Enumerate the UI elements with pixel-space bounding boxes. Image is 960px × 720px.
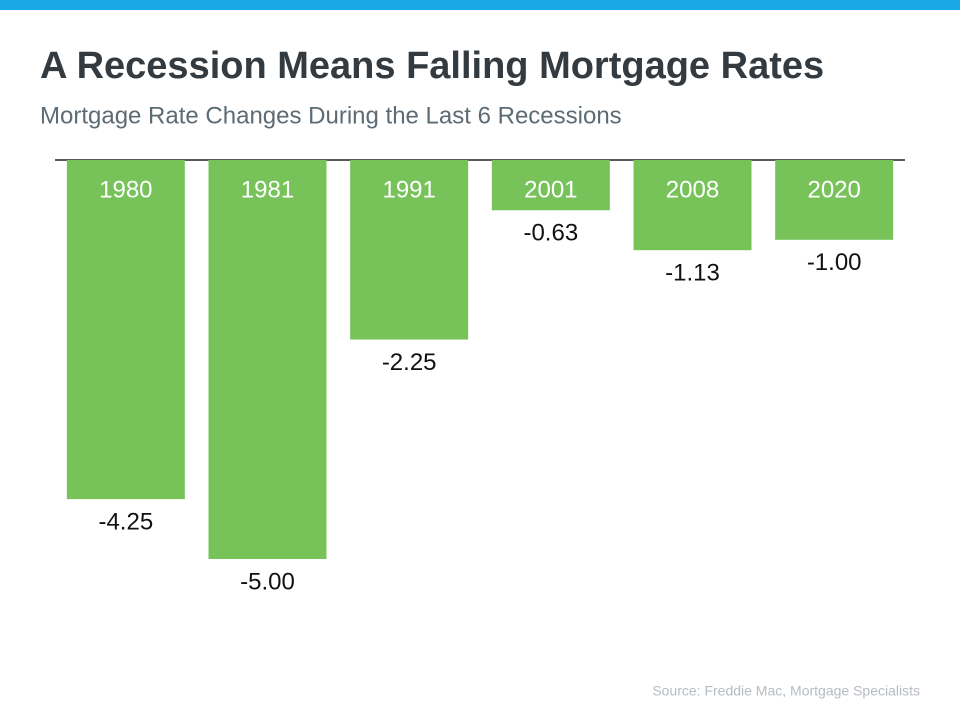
bar xyxy=(633,160,752,251)
category-label: 1981 xyxy=(241,176,294,203)
source-note: Source: Freddie Mac, Mortgage Specialist… xyxy=(652,683,920,699)
category-label: 2001 xyxy=(524,176,577,203)
value-label: -0.63 xyxy=(523,220,578,247)
category-label: 1991 xyxy=(382,176,435,203)
category-label: 1980 xyxy=(99,176,152,203)
chart-title: A Recession Means Falling Mortgage Rates xyxy=(40,45,824,87)
value-label: -5.00 xyxy=(240,568,295,595)
value-label: -2.25 xyxy=(382,349,437,376)
category-label: 2008 xyxy=(666,176,719,203)
top-band xyxy=(0,0,960,10)
bar xyxy=(66,160,185,500)
bar xyxy=(775,160,894,240)
bar xyxy=(491,160,610,211)
value-label: -1.00 xyxy=(807,249,862,276)
bar xyxy=(208,160,327,559)
value-label: -4.25 xyxy=(98,508,153,535)
value-label: -1.13 xyxy=(665,260,720,287)
category-label: 2020 xyxy=(807,176,860,203)
bar xyxy=(350,160,469,340)
chart-subtitle: Mortgage Rate Changes During the Last 6 … xyxy=(40,102,622,129)
